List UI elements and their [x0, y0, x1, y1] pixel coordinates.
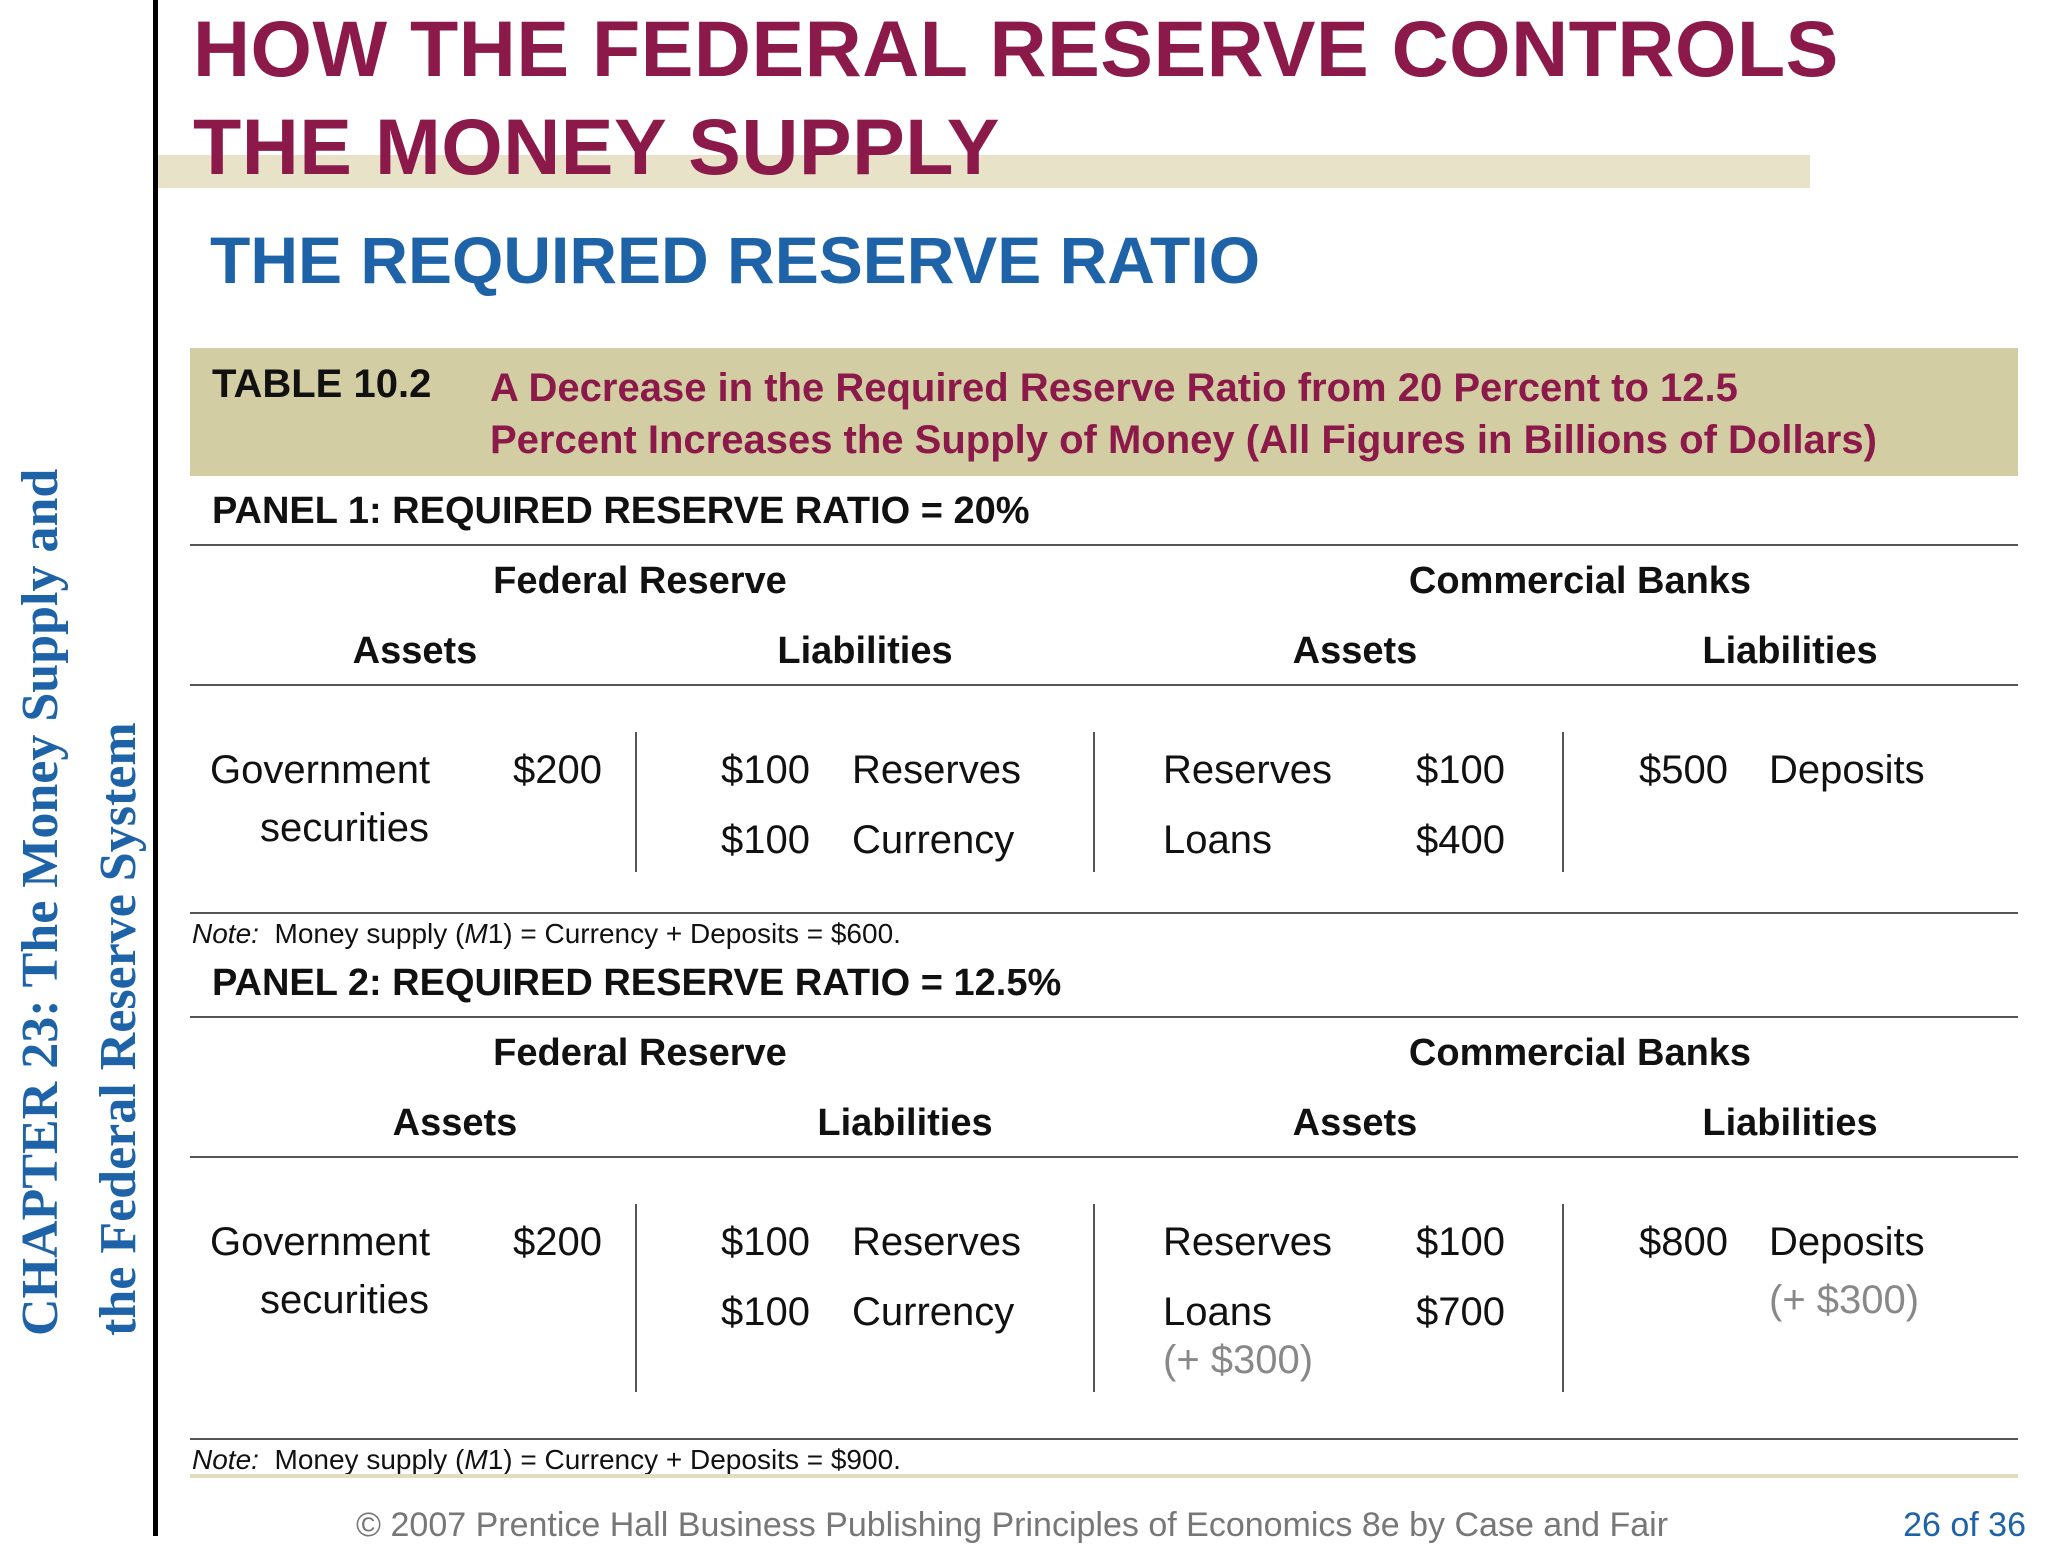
panel2-bank-liabilities-header: Liabilities	[1702, 1102, 1878, 1144]
panel1-banks-header: Commercial Banks	[1408, 560, 1752, 602]
panel2-fed-liab-value-2: $100	[721, 1290, 810, 1334]
panel1-divider-3	[1562, 732, 1564, 872]
panel2-top-rule	[190, 1016, 2018, 1018]
panel1-note-prefix: Note:	[192, 918, 259, 949]
slide-title-line1: HOW THE FEDERAL RESERVE CONTROLS	[193, 4, 1839, 93]
panel1-bank-assets-header: Assets	[1292, 630, 1418, 672]
panel2-bank-asset-label-2: Loans	[1163, 1290, 1272, 1334]
panel1-bank-liab-value: $500	[1639, 748, 1728, 792]
table-caption: A Decrease in the Required Reserve Ratio…	[490, 362, 2010, 466]
panel2-fed-asset-value: $200	[513, 1220, 602, 1264]
table-number: TABLE 10.2	[212, 362, 432, 406]
panel2-bank-asset-value-1: $100	[1416, 1220, 1505, 1264]
panel2-fed-liabilities-header: Liabilities	[817, 1102, 993, 1144]
panel2-divider-1	[635, 1204, 637, 1392]
slide-title: HOW THE FEDERAL RESERVE CONTROLS THE MON…	[193, 0, 1839, 196]
panel2-note-m: M	[464, 1444, 488, 1475]
panel1-bank-asset-value-2: $400	[1416, 818, 1505, 862]
panel1-bank-asset-label-1: Reserves	[1163, 748, 1332, 792]
table-caption-line1: A Decrease in the Required Reserve Ratio…	[490, 366, 1738, 410]
panel2-bottom-rule	[190, 1438, 2018, 1440]
panel2-note-text1: Money supply (	[274, 1444, 465, 1475]
panel1-note: Note: Money supply (M1) = Currency + Dep…	[192, 918, 901, 950]
panel1-fed-liab-label-1: Reserves	[852, 748, 1021, 792]
footer-band	[190, 1474, 2018, 1478]
panel2-fed-asset-label1: Government	[210, 1220, 431, 1264]
panel1-title: PANEL 1: REQUIRED RESERVE RATIO = 20%	[212, 490, 1030, 532]
panel2-fed-assets-header: Assets	[392, 1102, 518, 1144]
panel2-bank-assets-header: Assets	[1292, 1102, 1418, 1144]
table-caption-line2: Percent Increases the Supply of Money (A…	[490, 418, 1877, 462]
panel1-bank-liabilities-header: Liabilities	[1702, 630, 1878, 672]
title-underline-band	[158, 155, 1810, 188]
panel2-bank-liab-value: $800	[1639, 1220, 1728, 1264]
panel2-title: PANEL 2: REQUIRED RESERVE RATIO = 12.5%	[212, 962, 1062, 1004]
panel1-top-rule	[190, 544, 2018, 546]
panel2-fed-liab-value-1: $100	[721, 1220, 810, 1264]
panel1-fed-liab-label-2: Currency	[852, 818, 1015, 862]
panel2-fed-liab-label-2: Currency	[852, 1290, 1015, 1334]
panel2-bank-liab-label: Deposits	[1769, 1220, 1925, 1264]
panel1-header-rule	[190, 684, 2018, 686]
panel2-note-prefix: Note:	[192, 1444, 259, 1475]
panel2-fed-liab-label-1: Reserves	[852, 1220, 1021, 1264]
panel2-fed-header: Federal Reserve	[493, 1032, 787, 1074]
page-number: 26 of 36	[1903, 1506, 2026, 1544]
panel1-divider-2	[1093, 732, 1095, 872]
panel2-note: Note: Money supply (M1) = Currency + Dep…	[192, 1444, 901, 1476]
table-caption-bar	[190, 348, 2018, 476]
panel2-divider-2	[1093, 1204, 1095, 1392]
panel1-note-text2: 1) = Currency + Deposits = $600.	[487, 918, 901, 949]
panel2-bank-asset-label-1: Reserves	[1163, 1220, 1332, 1264]
panel1-note-m: M	[464, 918, 488, 949]
footer-copyright: © 2007 Prentice Hall Business Publishing…	[356, 1506, 1669, 1544]
panel2-note-text2: 1) = Currency + Deposits = $900.	[487, 1444, 901, 1475]
panel1-fed-liabilities-header: Liabilities	[777, 630, 953, 672]
panel1-fed-asset-label2: securities	[260, 806, 429, 850]
panel2-divider-3	[1562, 1204, 1564, 1392]
panel2-bank-asset-value-2: $700	[1416, 1290, 1505, 1334]
panel1-bank-liab-label: Deposits	[1769, 748, 1925, 792]
panel2-bank-asset-change: (+ $300)	[1163, 1338, 1314, 1382]
panel1-bottom-rule	[190, 912, 2018, 914]
panel2-banks-header: Commercial Banks	[1408, 1032, 1752, 1074]
chapter-label-line2: the Federal Reserve System	[90, 722, 147, 1336]
panel1-bank-asset-label-2: Loans	[1163, 818, 1272, 862]
panel1-fed-assets-header: Assets	[352, 630, 478, 672]
slide-title-line2: THE MONEY SUPPLY	[193, 102, 1000, 191]
panel1-fed-asset-value: $200	[513, 748, 602, 792]
chapter-label-line1: CHAPTER 23: The Money Supply and	[12, 468, 69, 1336]
panel1-fed-liab-value-1: $100	[721, 748, 810, 792]
panel1-divider-1	[635, 732, 637, 872]
panel1-bank-asset-value-1: $100	[1416, 748, 1505, 792]
panel1-note-text1: Money supply (	[274, 918, 465, 949]
panel1-fed-liab-value-2: $100	[721, 818, 810, 862]
side-divider	[153, 0, 158, 1536]
panel2-header-rule	[190, 1156, 2018, 1158]
panel2-fed-asset-label2: securities	[260, 1278, 429, 1322]
slide-subtitle: THE REQUIRED RESERVE RATIO	[210, 223, 1261, 297]
panel1-fed-asset-label1: Government	[210, 748, 431, 792]
panel2-bank-liab-change: (+ $300)	[1769, 1278, 1920, 1322]
panel1-fed-header: Federal Reserve	[493, 560, 787, 602]
